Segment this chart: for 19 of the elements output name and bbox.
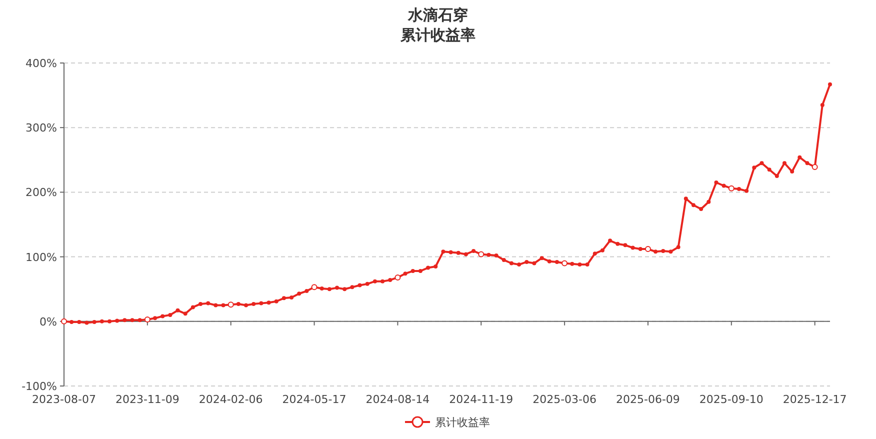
- x-tick-label: 2023-08-07: [32, 393, 96, 406]
- y-tick-label: 100%: [26, 250, 57, 264]
- y-tick-label: 300%: [26, 122, 57, 135]
- x-tick-label: 2024-11-19: [449, 393, 514, 406]
- chart-title: 水滴石穿: [407, 6, 468, 24]
- y-tick-label: -100%: [22, 380, 57, 393]
- legend-label: 累计收益率: [435, 416, 490, 429]
- x-tick-label: 2025-06-09: [616, 393, 680, 406]
- y-tick-label: 0%: [40, 315, 57, 328]
- chart-subtitle: 累计收益率: [400, 26, 476, 44]
- x-tick-label: 2025-09-10: [699, 393, 764, 406]
- x-tick-label: 2024-02-06: [198, 393, 263, 406]
- x-tick-label: 2025-12-17: [782, 393, 847, 406]
- y-tick-label: 400%: [26, 57, 57, 70]
- x-tick-label: 2025-03-06: [532, 393, 597, 406]
- x-tick-label: 2024-08-14: [366, 393, 430, 406]
- y-tick-label: 200%: [26, 186, 57, 200]
- x-tick-label: 2023-11-09: [115, 393, 180, 406]
- x-tick-label: 2024-05-17: [282, 393, 346, 406]
